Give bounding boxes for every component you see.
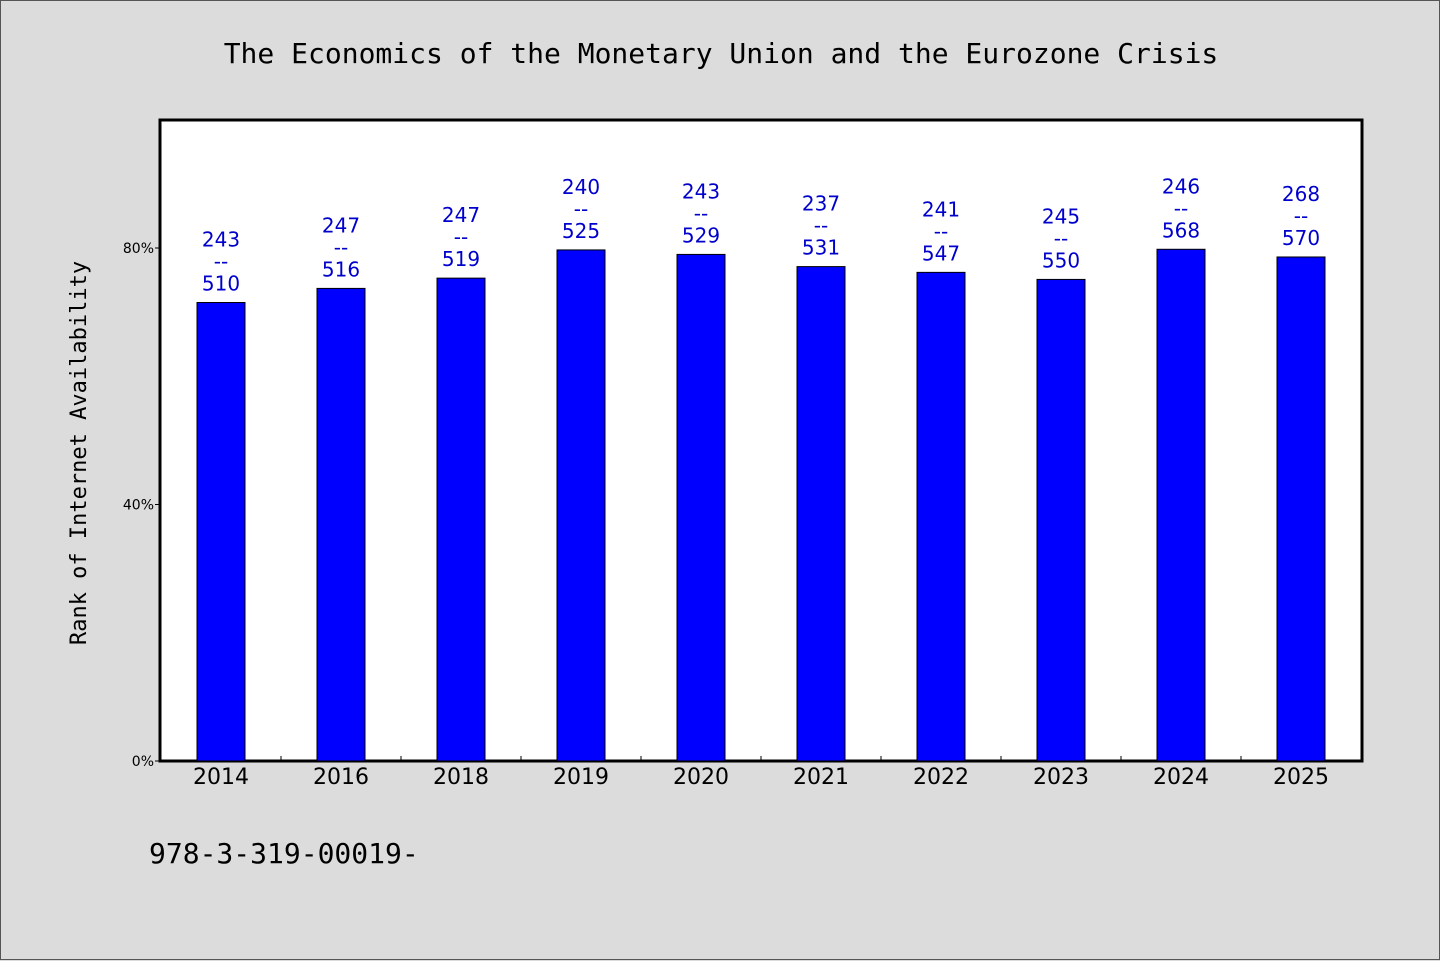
data-label-2019-line-1: 240 <box>562 175 600 199</box>
bar-2020 <box>676 253 726 762</box>
y-tick-label: 80% <box>123 241 154 257</box>
bar-2019 <box>556 249 606 762</box>
data-label-2024-line-1: 246 <box>1162 174 1200 198</box>
data-label-2020-line-3: 529 <box>682 223 720 247</box>
data-label-2019-line-2: -- <box>574 197 588 221</box>
x-tick-label-2025: 2025 <box>1273 765 1329 790</box>
bar-2024 <box>1156 248 1206 762</box>
data-label-2014-line-2: -- <box>214 250 228 274</box>
x-tick-label-2016: 2016 <box>313 765 369 790</box>
x-tick-label-2020: 2020 <box>673 765 729 790</box>
data-label-2021-line-3: 531 <box>802 236 840 260</box>
data-label-2021-line-2: -- <box>814 214 828 238</box>
y-tick-label: 40% <box>123 498 154 514</box>
data-label-2016-line-1: 247 <box>322 213 360 237</box>
data-label-2014-line-1: 243 <box>202 228 240 252</box>
bar-2018 <box>436 277 486 762</box>
x-tick-label-2019: 2019 <box>553 765 609 790</box>
data-label-2018-line-3: 519 <box>442 247 480 271</box>
data-label-2023-line-3: 550 <box>1042 248 1080 272</box>
x-tick-label-2021: 2021 <box>793 765 849 790</box>
data-label-2022-line-1: 241 <box>922 197 960 221</box>
x-tick-label-2018: 2018 <box>433 765 489 790</box>
bar-2023 <box>1036 278 1086 762</box>
data-label-2019-line-3: 525 <box>562 219 600 243</box>
bar-2022 <box>916 271 966 762</box>
data-label-2024-line-2: -- <box>1174 196 1188 220</box>
x-tick-label-2024: 2024 <box>1153 765 1209 790</box>
x-tick-label-2022: 2022 <box>913 765 969 790</box>
data-label-2022-line-2: -- <box>934 219 948 243</box>
x-axis: 2014 2016 2018 2019 2020 2021 2022 2023 2024 2025 <box>193 756 1329 790</box>
data-label-2022-line-3: 547 <box>922 241 960 265</box>
x-tick-label-2014: 2014 <box>193 765 249 790</box>
data-label-2020-line-1: 243 <box>682 179 720 203</box>
x-tick-label-2023: 2023 <box>1033 765 1089 790</box>
data-label-2016-line-3: 516 <box>322 257 360 281</box>
data-labels-group: 243--510247--516247--519240--525243--529… <box>202 174 1320 295</box>
data-label-2025-line-2: -- <box>1294 204 1308 228</box>
y-tick-label: 0% <box>132 754 154 770</box>
y-axis: 0% 40% 80% <box>123 241 160 770</box>
y-axis-label: Rank of Internet Availability <box>67 261 92 645</box>
data-label-2018-line-2: -- <box>454 225 468 249</box>
data-label-2025-line-3: 570 <box>1282 226 1320 250</box>
bar-2016 <box>316 287 366 762</box>
data-label-2023-line-1: 245 <box>1042 204 1080 228</box>
data-label-2020-line-2: -- <box>694 201 708 225</box>
footer-text: 978-3-319-00019- <box>149 837 419 870</box>
data-label-2021-line-1: 237 <box>802 192 840 216</box>
data-label-2014-line-3: 510 <box>202 272 240 296</box>
bars-group <box>196 248 1326 762</box>
bar-2014 <box>196 302 246 762</box>
chart-title: The Economics of the Monetary Union and … <box>224 37 1219 70</box>
data-label-2024-line-3: 568 <box>1162 218 1200 242</box>
bar-2025 <box>1276 256 1326 762</box>
data-label-2018-line-1: 247 <box>442 203 480 227</box>
data-label-2016-line-2: -- <box>334 235 348 259</box>
data-label-2025-line-1: 268 <box>1282 182 1320 206</box>
data-label-2023-line-2: -- <box>1054 226 1068 250</box>
bar-2021 <box>796 266 846 762</box>
